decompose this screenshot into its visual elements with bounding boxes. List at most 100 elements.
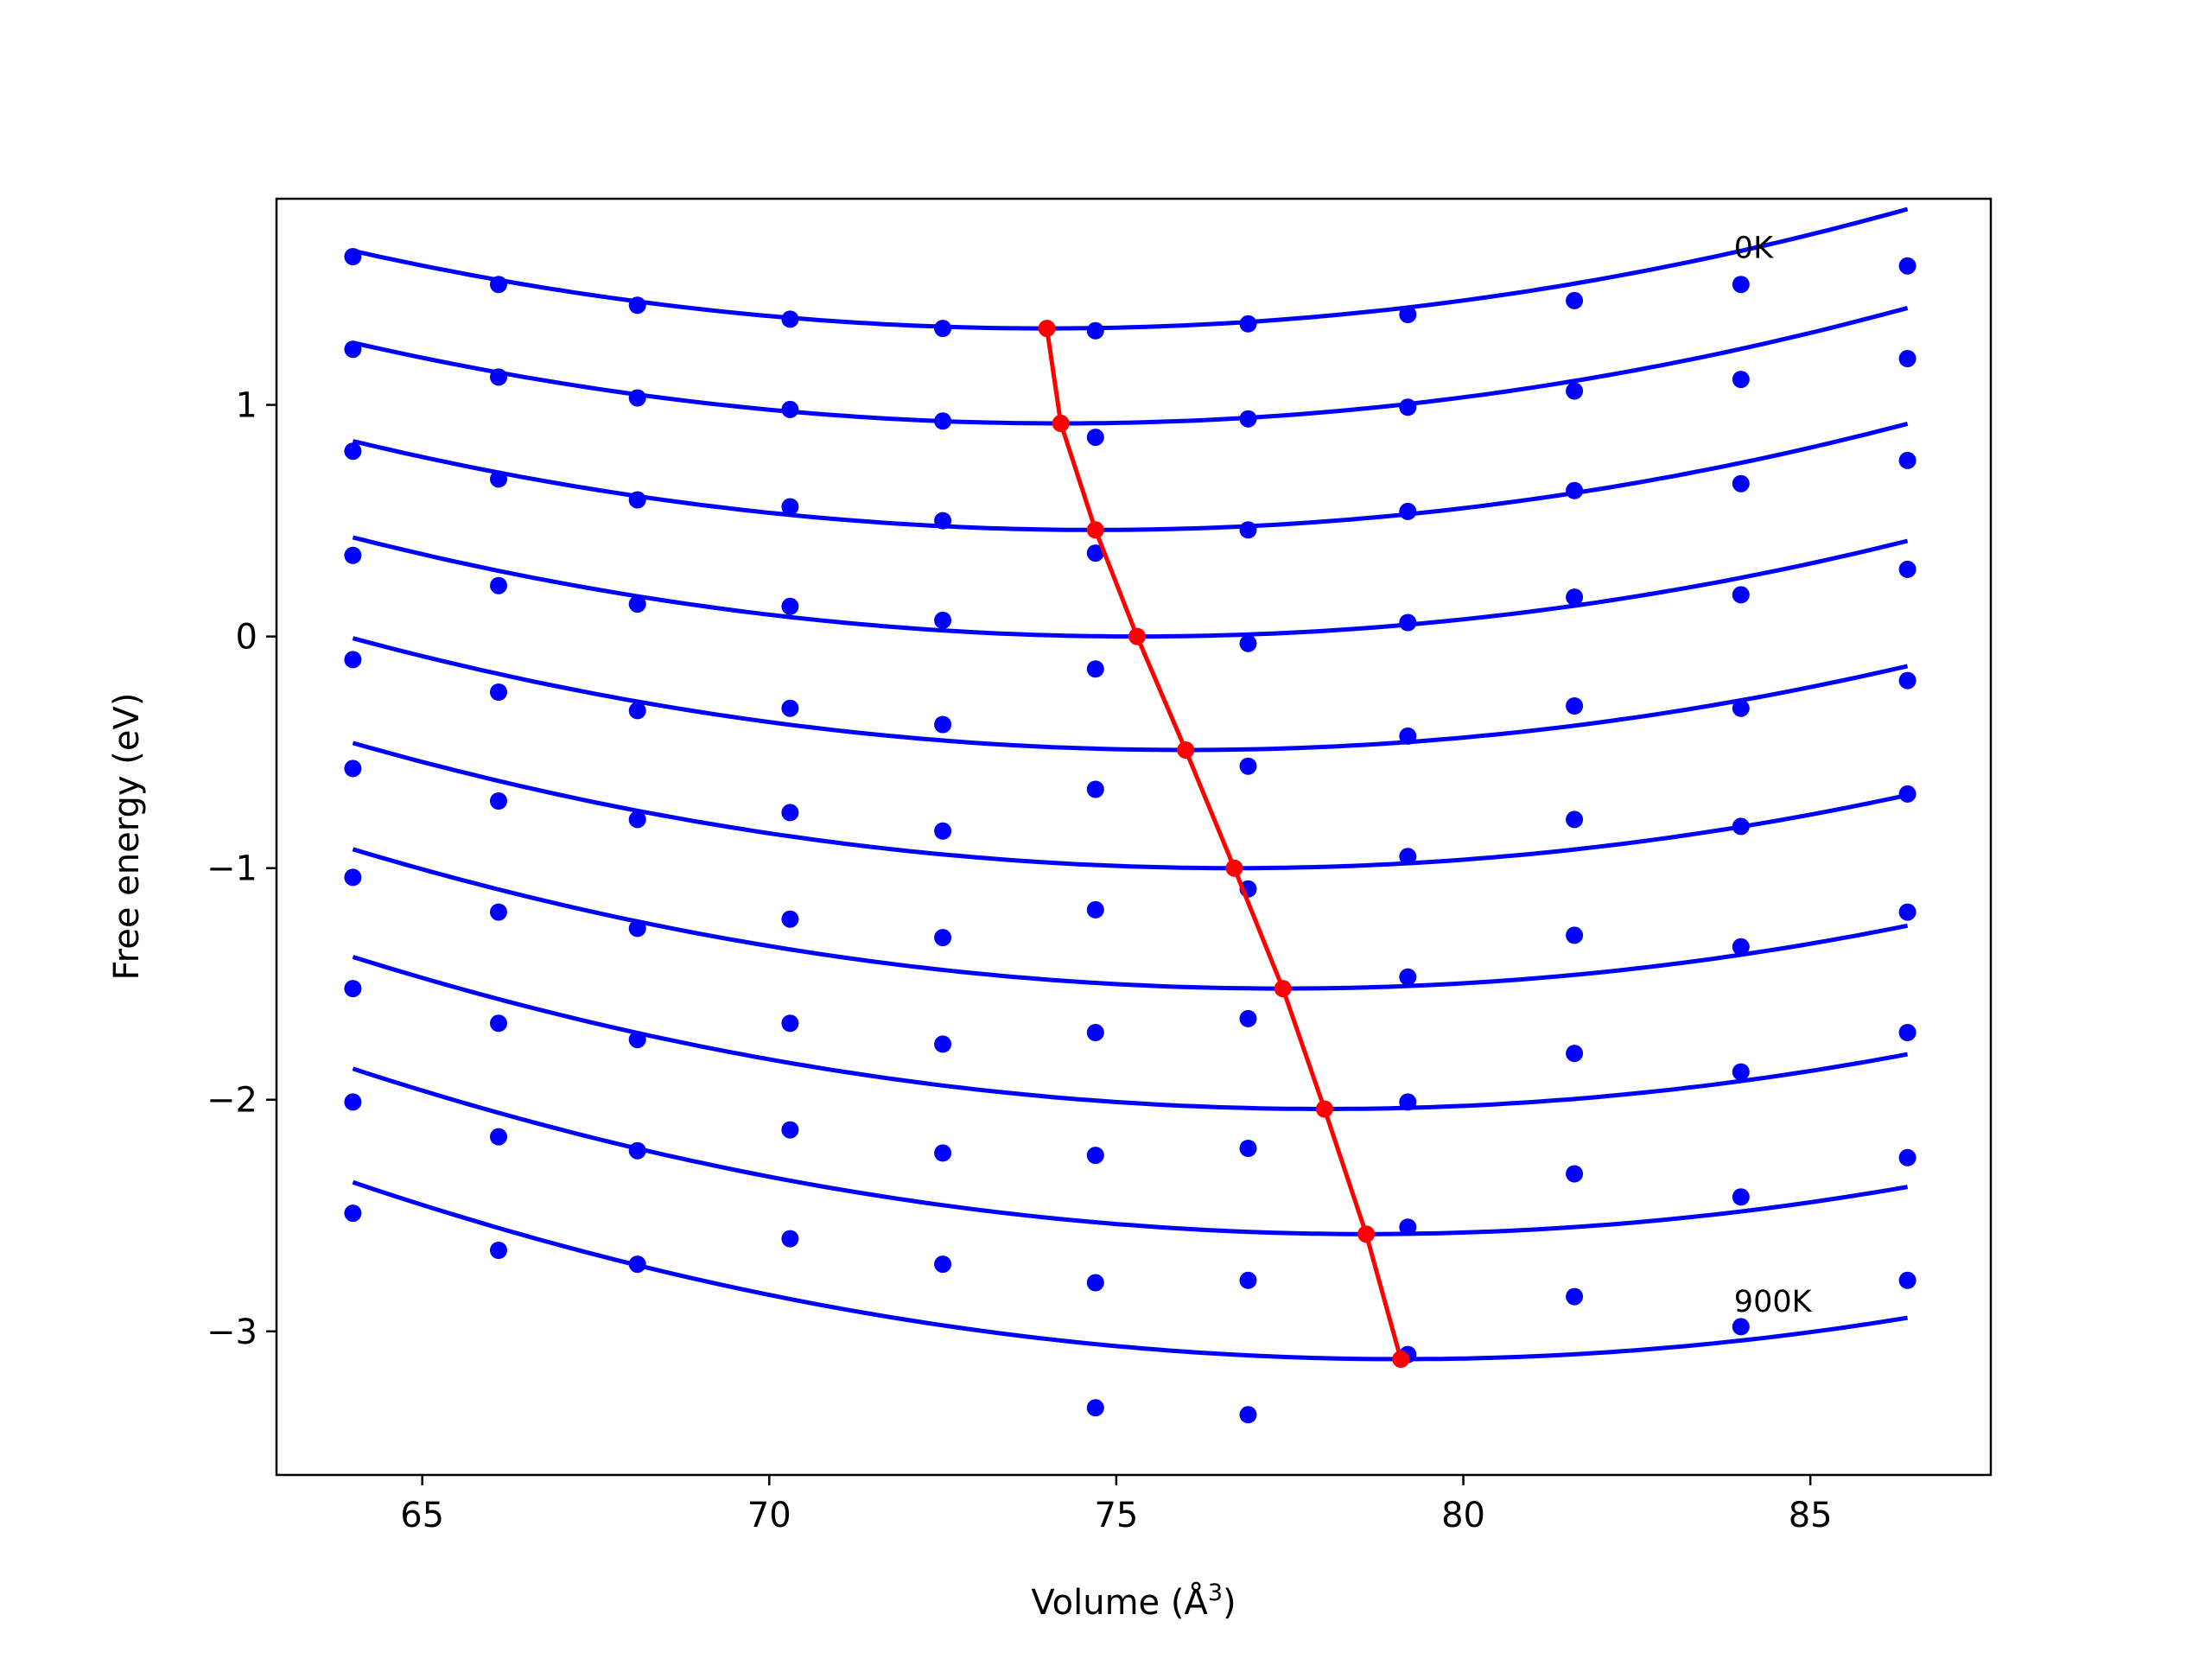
- minimum-point: [1392, 1351, 1410, 1368]
- data-point: [1566, 1165, 1584, 1183]
- y-tick-label: 1: [236, 386, 257, 426]
- minimum-point: [1357, 1225, 1376, 1243]
- fit-curve-6: [352, 847, 1909, 991]
- data-point: [1732, 817, 1750, 836]
- data-point: [628, 1031, 646, 1049]
- data-point: [1898, 451, 1916, 469]
- data-point: [1399, 613, 1417, 632]
- data-point: [1566, 481, 1584, 499]
- data-point: [1239, 1271, 1257, 1289]
- y-tick-label: −3: [207, 1313, 257, 1352]
- data-point: [1732, 276, 1750, 294]
- data-point: [934, 1255, 952, 1274]
- data-point: [628, 1141, 646, 1160]
- data-point: [1399, 1093, 1417, 1111]
- x-tick-label: 85: [1789, 1496, 1833, 1535]
- data-point: [1086, 900, 1104, 918]
- y-tick-label: 0: [236, 618, 257, 658]
- data-point: [934, 1035, 952, 1053]
- data-point: [1399, 848, 1417, 866]
- data-point: [1898, 350, 1916, 367]
- data-point: [1566, 697, 1584, 715]
- data-point: [628, 1255, 646, 1274]
- data-point: [1566, 810, 1584, 829]
- data-point: [1399, 502, 1417, 520]
- fit-curve-2: [352, 421, 1909, 532]
- data-point: [1086, 1147, 1104, 1165]
- data-points: [344, 248, 1916, 1424]
- data-point: [344, 651, 362, 669]
- data-point: [1898, 1271, 1916, 1289]
- data-point: [1239, 1009, 1257, 1027]
- data-point: [1399, 727, 1417, 745]
- y-tick-label: −2: [207, 1081, 257, 1121]
- fit-curve-5: [352, 741, 1909, 871]
- data-point: [490, 1128, 507, 1146]
- data-point: [490, 792, 507, 810]
- data-point: [1086, 544, 1104, 563]
- data-point: [934, 412, 952, 430]
- data-point: [1898, 1024, 1916, 1041]
- data-point: [490, 470, 507, 488]
- data-point: [490, 576, 507, 594]
- data-point: [781, 1121, 799, 1139]
- minimum-point: [1038, 320, 1056, 338]
- data-point: [1239, 410, 1257, 428]
- x-tick-label: 80: [1441, 1496, 1485, 1535]
- curve-annotation: 900K: [1734, 1285, 1813, 1319]
- data-point: [1732, 699, 1750, 717]
- data-point: [934, 512, 952, 530]
- data-point: [1898, 671, 1916, 690]
- data-point: [490, 1242, 507, 1259]
- data-point: [344, 868, 362, 887]
- data-point: [490, 368, 507, 386]
- data-point: [1732, 1188, 1750, 1206]
- data-point: [781, 1230, 799, 1248]
- data-point: [1239, 315, 1257, 333]
- data-point: [1086, 660, 1104, 678]
- data-point: [1086, 429, 1104, 447]
- data-point: [490, 1014, 507, 1033]
- data-point: [1239, 1140, 1257, 1157]
- data-point: [628, 389, 646, 407]
- data-point: [1566, 1045, 1584, 1063]
- data-point: [1399, 968, 1417, 986]
- minimum-point: [1086, 521, 1104, 539]
- minima-line: [1045, 327, 1403, 1360]
- data-point: [934, 1144, 952, 1162]
- fit-curves: [352, 207, 1909, 1362]
- data-point: [781, 400, 799, 418]
- y-tick-label: −1: [207, 849, 257, 889]
- y-axis-ticks: 1 0 −1 −2 −3: [207, 386, 276, 1352]
- data-point: [1566, 926, 1584, 944]
- data-point: [781, 310, 799, 328]
- data-point: [934, 320, 952, 338]
- data-point: [628, 810, 646, 829]
- y-axis-label: Free energy (eV): [107, 693, 147, 981]
- data-point: [934, 715, 952, 734]
- data-point: [1898, 560, 1916, 578]
- fit-curve-8: [352, 1066, 1909, 1236]
- data-point: [628, 919, 646, 938]
- data-point: [1898, 903, 1916, 921]
- data-point: [781, 597, 799, 615]
- x-tick-label: 70: [747, 1496, 791, 1535]
- minimum-point: [1315, 1100, 1333, 1118]
- data-point: [1732, 1318, 1750, 1336]
- data-point: [490, 903, 507, 921]
- data-point: [1086, 321, 1104, 340]
- curve-annotation: 0K: [1734, 231, 1774, 265]
- data-point: [781, 910, 799, 928]
- data-point: [781, 699, 799, 717]
- fit-curve-1: [352, 305, 1909, 426]
- data-point: [1566, 588, 1584, 607]
- data-point: [1732, 371, 1750, 389]
- data-point: [934, 611, 952, 629]
- data-point: [1566, 291, 1584, 309]
- data-point: [781, 498, 799, 516]
- data-point: [1399, 1218, 1417, 1236]
- x-tick-label: 75: [1094, 1496, 1138, 1535]
- data-point: [781, 1014, 799, 1033]
